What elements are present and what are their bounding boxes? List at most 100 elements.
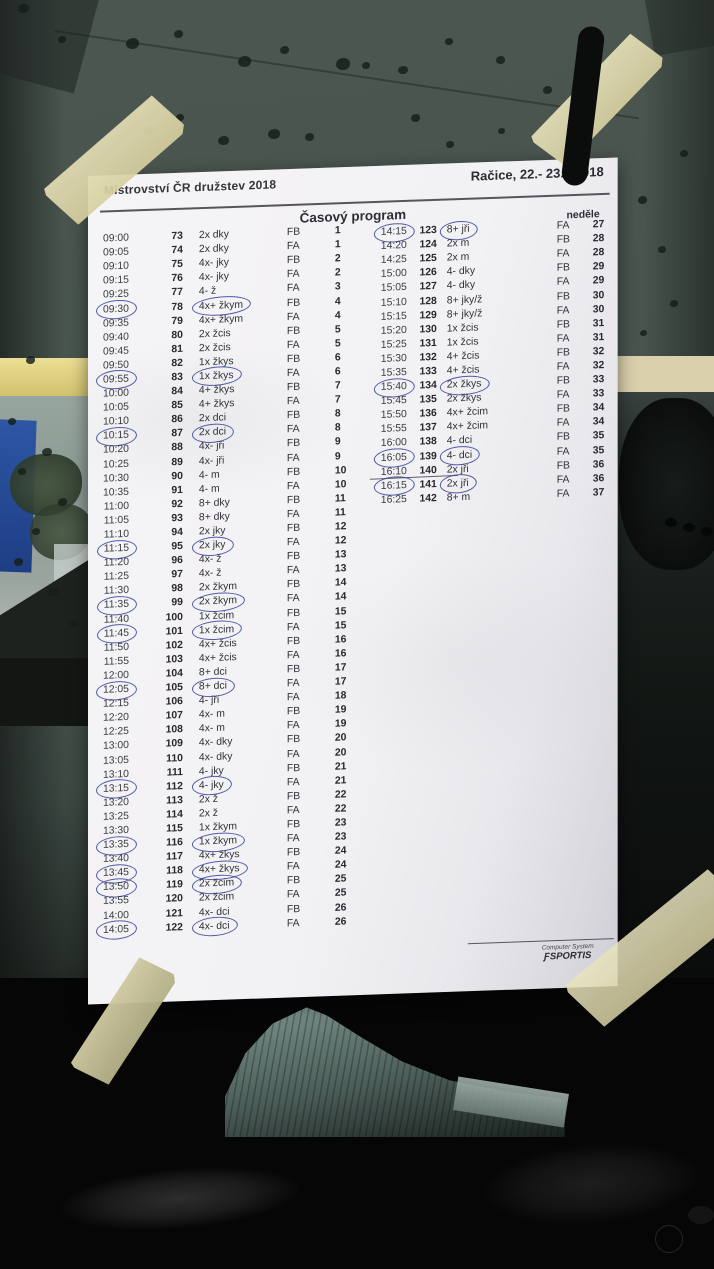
heat-cell: 21	[334, 775, 347, 787]
rain-drop	[18, 4, 29, 13]
phase-cell: FA	[556, 417, 570, 430]
phase-cell: FA	[556, 488, 570, 500]
time-cell: 13:25	[102, 810, 129, 823]
heat-cell: 11	[334, 493, 346, 505]
time-cell: 10:30	[102, 472, 129, 485]
heat-cell: 25	[334, 887, 347, 900]
heat-cell: 3	[334, 281, 341, 293]
window-corner-shadow	[0, 0, 103, 94]
pen-circle-mark: 1x žkym	[198, 834, 238, 849]
heat-cell: 20	[334, 746, 347, 759]
time-cell: 12:20	[102, 712, 129, 725]
rain-drop	[32, 528, 40, 535]
rain-drop	[398, 66, 408, 74]
heat-cell: 26	[334, 901, 347, 914]
heat-cell: 15	[334, 605, 347, 618]
race-number-cell: 136	[419, 408, 437, 420]
heat-cell: 8	[334, 408, 341, 420]
phase-cell: FA	[556, 276, 570, 289]
heat-cell: 22	[334, 789, 347, 801]
time-cell: 15:50	[380, 409, 407, 422]
pen-circle-mark: 2x žkys	[446, 377, 483, 392]
time-cell: 09:45	[102, 345, 129, 358]
heat-cell: 17	[334, 662, 347, 674]
rain-drop	[14, 558, 23, 566]
race-number-cell: 129	[419, 309, 437, 322]
heat-cell: 21	[334, 760, 347, 773]
time-cell: 11:45	[92, 626, 130, 641]
time-cell: 15:10	[380, 296, 407, 309]
rain-drop	[58, 498, 67, 506]
heat-cell: 17	[334, 676, 347, 688]
race-number-cell: 131	[419, 337, 437, 350]
heat-cell: 36	[592, 458, 605, 471]
pen-circle-mark: 2x jři	[446, 477, 470, 492]
heat-cell: 13	[334, 563, 347, 575]
heat-cell: 34	[592, 402, 605, 414]
heat-cell: 22	[334, 803, 347, 815]
time-cell: 10:25	[102, 458, 129, 471]
time-cell: 14:20	[380, 240, 407, 252]
pen-circle-mark: 11:35	[103, 598, 130, 613]
phase-cell: FA	[556, 389, 570, 401]
time-cell: 09:10	[102, 260, 129, 273]
phase-cell: FA	[286, 917, 300, 930]
rain-drop	[58, 36, 66, 43]
faint-round-glyph	[655, 1225, 683, 1253]
time-cell: 09:35	[102, 317, 129, 330]
race-number-cell: 128	[419, 295, 437, 308]
race-number-cell: 135	[419, 394, 437, 406]
pen-circle-mark: 4- jky	[198, 778, 225, 793]
heat-cell: 12	[334, 535, 347, 547]
boat-class-cell: 4x- dci	[190, 917, 278, 934]
heat-cell: 35	[592, 430, 605, 443]
rain-drop	[126, 38, 139, 49]
time-cell: 13:20	[102, 796, 129, 809]
rain-drop	[218, 136, 229, 145]
rain-drop	[680, 150, 688, 157]
phase-cell: FB	[556, 347, 570, 359]
pen-circle-mark: 13:50	[102, 880, 130, 895]
time-cell: 10:15	[92, 429, 130, 444]
time-cell: 15:40	[372, 380, 408, 395]
pen-circle-mark: 1x žcim	[198, 623, 235, 638]
heat-cell: 13	[334, 549, 347, 561]
pen-circle-mark: 15:40	[380, 380, 408, 395]
heat-cell: 14	[334, 577, 347, 590]
pen-circle-mark: 13:15	[102, 782, 130, 797]
boat-class-cell: 8+ m	[446, 491, 471, 504]
pen-circle-mark: 14:15	[380, 225, 408, 240]
time-cell: 12:15	[102, 698, 129, 710]
race-number-cell: 132	[419, 351, 437, 364]
rain-drop	[238, 56, 251, 67]
rain-drop	[496, 56, 505, 64]
heat-cell: 28	[592, 233, 605, 245]
heat-cell: 24	[334, 845, 347, 857]
heat-cell: 29	[592, 275, 605, 287]
heat-cell: 4	[334, 309, 341, 322]
time-cell: 12:25	[102, 726, 129, 739]
heat-cell: 24	[334, 859, 347, 872]
phase-cell: FB	[556, 262, 570, 275]
event-title: Mistrovství ČR družstev 2018	[103, 177, 277, 198]
phase-cell: FA	[556, 474, 570, 486]
time-cell: 09:05	[102, 246, 129, 259]
heat-cell: 28	[592, 247, 605, 259]
pen-circle-mark: 13:35	[102, 838, 130, 853]
pen-circle-mark: 14:05	[102, 923, 130, 938]
heat-cell: 19	[334, 718, 347, 731]
heat-cell: 23	[334, 831, 347, 843]
time-cell: 09:40	[102, 331, 129, 344]
time-cell: 13:15	[92, 782, 130, 797]
right-table: 14:15 123 8+ jři FA 27 14:20 124 2x m FB 28 14:25 1…	[369, 217, 622, 508]
heat-cell: 7	[334, 394, 341, 406]
rain-drop	[18, 468, 26, 475]
heat-cell: 37	[592, 487, 605, 499]
rain-drop	[280, 46, 289, 54]
time-cell: 14:05	[92, 923, 130, 938]
heat-cell: 11	[334, 507, 346, 519]
tan-bar-reflection	[612, 356, 714, 392]
pen-circle-mark: 16:15	[380, 479, 408, 494]
heat-cell: 20	[334, 732, 347, 745]
phase-cell: FB	[556, 234, 570, 246]
